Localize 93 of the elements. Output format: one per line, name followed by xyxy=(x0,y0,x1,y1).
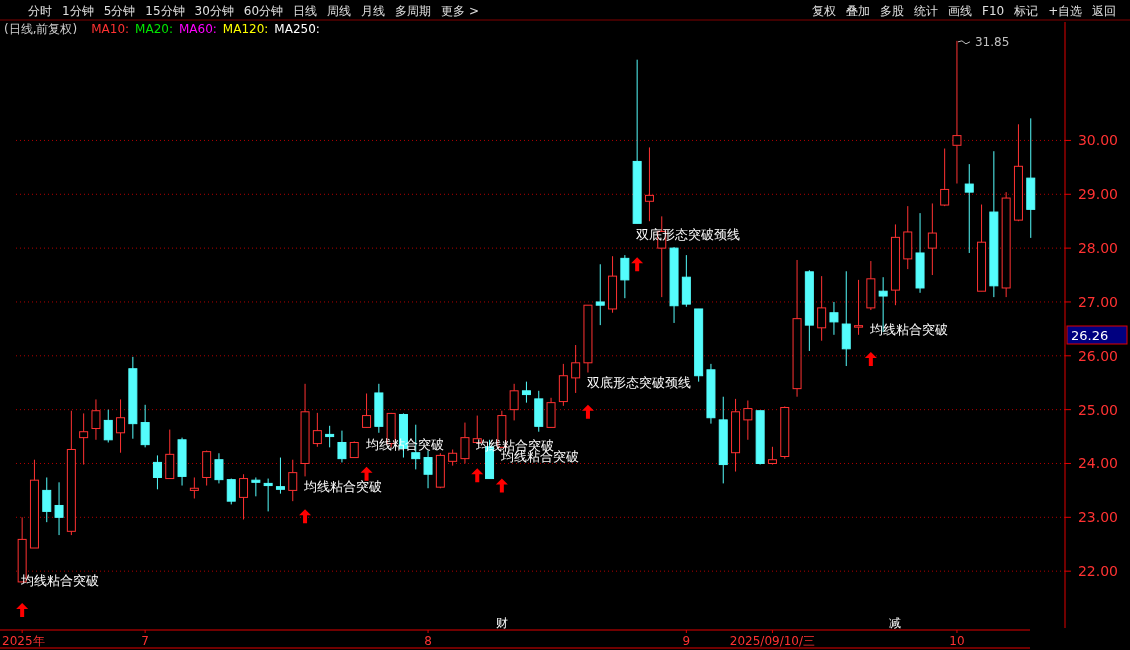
candlestick xyxy=(817,275,827,342)
chart-title: (日线,前复权) xyxy=(4,22,78,36)
candlestick xyxy=(521,381,531,404)
candlestick xyxy=(116,398,126,454)
point xyxy=(495,478,508,493)
candlestick xyxy=(152,454,162,490)
candlestick xyxy=(854,279,864,336)
x-tick-label: 9 xyxy=(682,634,691,648)
text: +自选 xyxy=(1048,4,1083,18)
text: 标记 xyxy=(1013,4,1039,18)
candlestick xyxy=(571,344,581,394)
candlestick xyxy=(644,146,654,222)
text: 1分钟 xyxy=(62,4,94,18)
candlestick xyxy=(325,425,335,448)
candlestick xyxy=(964,163,974,254)
annotation: 减 xyxy=(889,616,902,630)
point xyxy=(631,257,644,272)
annotation: 31.85 xyxy=(974,34,1010,49)
y-tick-label: 23.00 xyxy=(1077,509,1118,526)
candlestick xyxy=(595,263,605,326)
data-label: 均线粘合突破 xyxy=(868,322,948,338)
candlestick xyxy=(263,478,273,512)
candlestick xyxy=(42,476,52,523)
text: 统计 xyxy=(914,4,938,18)
text: F10 xyxy=(982,4,1005,18)
candlestick xyxy=(743,399,753,441)
candlestick xyxy=(226,478,236,505)
candlestick xyxy=(54,481,64,536)
candlestick xyxy=(288,459,298,502)
annotation: MA10: xyxy=(91,22,130,36)
candlestick xyxy=(140,404,150,448)
y-tick-label: 28.00 xyxy=(1077,240,1118,257)
point xyxy=(299,509,312,524)
candlestick xyxy=(829,301,839,336)
candlestick xyxy=(239,473,249,520)
y-tick-label: 29.00 xyxy=(1077,186,1118,203)
point xyxy=(864,352,877,367)
candlestick xyxy=(79,412,89,466)
x-tick-label: 2025/09/10/三 xyxy=(729,634,816,648)
candlestick xyxy=(214,452,224,484)
point xyxy=(16,602,29,617)
annotation: MA250: xyxy=(274,22,320,36)
candlestick xyxy=(103,409,113,443)
y-tick-label: 26.00 xyxy=(1077,347,1118,364)
y-tick-label: 27.00 xyxy=(1077,293,1118,310)
text: 多股 xyxy=(880,4,904,18)
y-tick-label: 24.00 xyxy=(1077,455,1118,472)
candlestick xyxy=(275,457,285,495)
text: 5分钟 xyxy=(103,4,136,18)
text: 分时 xyxy=(28,4,52,18)
point xyxy=(581,404,594,419)
text: 30分钟 xyxy=(194,4,234,18)
y-tick-label: 25.00 xyxy=(1077,401,1118,418)
x-tick-label: 2025年 xyxy=(2,634,45,648)
annotation: MA60: xyxy=(178,22,217,36)
text: 日线 xyxy=(293,4,318,18)
data-label: 均线粘合突破 xyxy=(20,572,100,588)
text: 复权 xyxy=(812,4,836,18)
data-label: 双底形态突破颈线 xyxy=(586,374,691,390)
text: 月线 xyxy=(361,4,386,18)
text: 更多 > xyxy=(441,4,479,18)
candlestick xyxy=(423,450,433,489)
annotation: 财 xyxy=(495,616,508,630)
candlestick xyxy=(620,254,630,299)
text: 返回 xyxy=(1092,4,1117,18)
x-tick-label: 8 xyxy=(424,634,432,648)
text: 15分钟 xyxy=(145,4,185,18)
point xyxy=(360,466,373,481)
text: 26.26 xyxy=(1071,328,1109,343)
point xyxy=(471,468,484,483)
candlestick xyxy=(251,476,261,497)
annotation: MA120: xyxy=(222,22,269,36)
annotation: MA20: xyxy=(135,22,173,36)
candlestick xyxy=(927,202,937,276)
candlestick xyxy=(337,430,347,463)
candlestick xyxy=(189,476,199,499)
text: 叠加 xyxy=(846,4,870,18)
text: 画线 xyxy=(948,4,972,18)
text: 周线 xyxy=(327,4,352,18)
text: 60分钟 xyxy=(243,4,284,18)
text: 多周期 xyxy=(395,4,432,18)
candlestick xyxy=(91,398,101,441)
candlestick xyxy=(952,40,962,185)
y-tick-label: 22.00 xyxy=(1077,563,1118,580)
candlestick xyxy=(509,383,519,421)
x-tick-label: 10 xyxy=(949,634,965,648)
candlestick xyxy=(460,422,470,464)
candlestick xyxy=(312,412,322,448)
y-tick-label: 30.00 xyxy=(1077,132,1118,149)
x-tick-label: 7 xyxy=(141,634,149,648)
candlestick xyxy=(940,148,950,207)
candlestick xyxy=(362,392,372,428)
data-label: 均线粘合突破 xyxy=(303,479,383,495)
